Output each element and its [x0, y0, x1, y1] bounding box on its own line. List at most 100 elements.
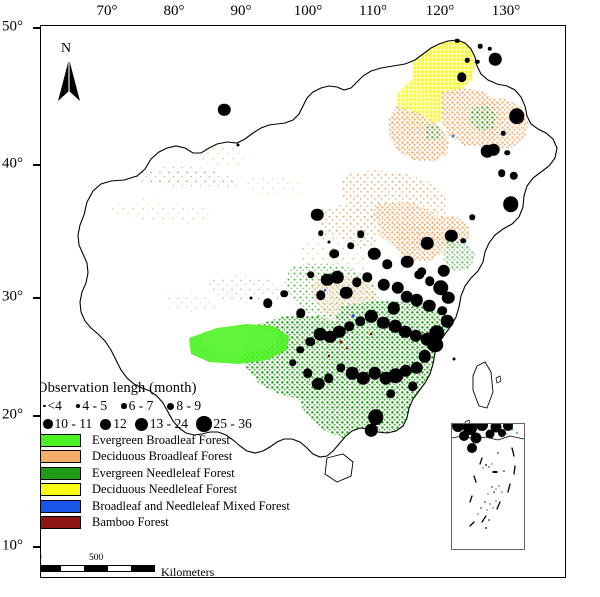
observation-point — [368, 366, 381, 380]
observation-point — [324, 373, 334, 384]
legend-color-swatch — [41, 450, 81, 464]
observation-point — [442, 291, 455, 305]
observation-point — [218, 103, 231, 116]
legend-class-label: Bamboo Forest — [92, 515, 169, 530]
legend-class-label: Broadleaf and Needleleaf Mixed Forest — [92, 498, 290, 513]
legend-size-dot — [167, 402, 175, 410]
north-arrow-icon — [58, 59, 80, 101]
observation-point — [401, 255, 414, 268]
map-canvas[interactable]: N Observation lengh (month) <4 4 - 5 6 - 7… — [40, 25, 566, 578]
observation-point — [444, 229, 458, 242]
legend-size-entry-small-3: 8 - 9 — [167, 398, 201, 414]
longitude-tick-label-100: 100° — [293, 3, 323, 19]
legend-size-row-large: 10 - 11 12 13 - 24 25 - 36 — [41, 416, 317, 432]
observation-point — [464, 58, 470, 63]
observation-point — [289, 359, 297, 367]
legend-size-dot — [196, 416, 212, 432]
observation-point — [362, 272, 373, 282]
observation-point — [311, 208, 324, 222]
observation-point — [355, 316, 365, 326]
longitude-tick-label-70: 70° — [96, 3, 118, 19]
observation-point — [414, 269, 424, 280]
observation-point — [368, 409, 384, 425]
latitude-tick-label-30: 30° — [2, 288, 23, 305]
observation-point — [504, 149, 510, 156]
latitude-tick-10 — [33, 546, 40, 548]
legend-size-label: 13 - 24 — [149, 416, 188, 431]
scale-units-label: Kilometers — [161, 565, 215, 578]
observation-point — [382, 259, 393, 269]
observation-point — [236, 143, 240, 147]
south-china-sea-inset[interactable] — [451, 423, 525, 550]
observation-point — [249, 296, 253, 300]
observation-point — [307, 270, 315, 279]
legend-size-label: 25 - 36 — [213, 416, 252, 431]
scale-bar-graphic — [41, 565, 155, 572]
observation-point — [410, 361, 423, 375]
observation-point — [365, 309, 378, 323]
observation-point — [367, 247, 381, 260]
observation-point — [437, 264, 451, 277]
legend-size-label: 12 — [113, 416, 127, 431]
map-legend: Observation lengh (month) <4 4 - 5 6 - 7 8 … — [41, 380, 317, 532]
observation-point — [377, 278, 391, 292]
observation-point — [357, 372, 370, 385]
latitude-tick-label-20: 20° — [2, 406, 23, 423]
observation-point — [422, 299, 436, 312]
observation-point — [316, 290, 326, 301]
observation-point — [425, 276, 435, 286]
legend-class-row-5: Bamboo Forest — [41, 515, 317, 532]
observation-point — [509, 171, 518, 181]
scale-max-label: 500 — [89, 553, 104, 563]
observation-point — [460, 238, 466, 244]
latitude-tick-label-10: 10° — [2, 537, 23, 554]
observation-point — [452, 357, 456, 361]
observation-point — [327, 240, 331, 244]
legend-forest-classes: Evergreen Broadleaf Forest Deciduous Broa… — [41, 432, 317, 532]
legend-size-label: <4 — [47, 398, 62, 413]
observation-point — [454, 38, 460, 44]
observation-point — [480, 145, 494, 158]
observation-point — [487, 46, 492, 51]
observation-point — [311, 377, 325, 390]
legend-size-dot — [43, 419, 53, 429]
latitude-tick-50 — [33, 27, 40, 29]
observation-point — [329, 249, 339, 259]
observation-point — [262, 298, 273, 308]
observation-point — [331, 270, 344, 284]
observation-point — [440, 314, 454, 328]
legend-size-entry-large-0: 10 - 11 — [43, 416, 92, 432]
observation-point — [280, 290, 288, 298]
observation-point — [385, 389, 396, 399]
observation-point — [323, 330, 337, 344]
observation-point — [418, 350, 431, 363]
north-arrow: N — [49, 41, 89, 103]
legend-color-swatch — [41, 433, 81, 447]
observation-point — [457, 72, 467, 83]
legend-class-row-3: Deciduous Needleleaf Forest — [41, 482, 317, 499]
latitude-tick-label-50: 50° — [2, 18, 23, 35]
observation-point — [488, 52, 502, 66]
legend-size-dot — [43, 404, 46, 408]
observation-point — [399, 364, 413, 377]
legend-size-dot — [100, 418, 112, 430]
legend-size-entry-small-1: 4 - 5 — [75, 398, 107, 414]
observation-point — [344, 321, 355, 332]
observation-point — [427, 336, 443, 353]
observation-point — [302, 368, 313, 378]
observation-point — [387, 302, 401, 315]
legend-class-row-0: Evergreen Broadleaf Forest — [41, 432, 317, 449]
observation-point — [407, 381, 418, 391]
legend-size-entry-large-1: 12 — [100, 416, 127, 432]
longitude-tick-label-90: 90° — [230, 3, 252, 19]
observation-point — [336, 363, 346, 373]
legend-size-dot — [121, 403, 127, 409]
legend-size-entry-large-2: 13 - 24 — [134, 416, 188, 432]
observation-point — [318, 230, 324, 236]
latitude-tick-40 — [33, 164, 40, 166]
observation-point — [345, 366, 359, 380]
observation-point — [410, 294, 423, 307]
legend-size-label: 10 - 11 — [54, 416, 93, 431]
legend-class-row-1: Deciduous Broadleaf Forest — [41, 449, 317, 466]
